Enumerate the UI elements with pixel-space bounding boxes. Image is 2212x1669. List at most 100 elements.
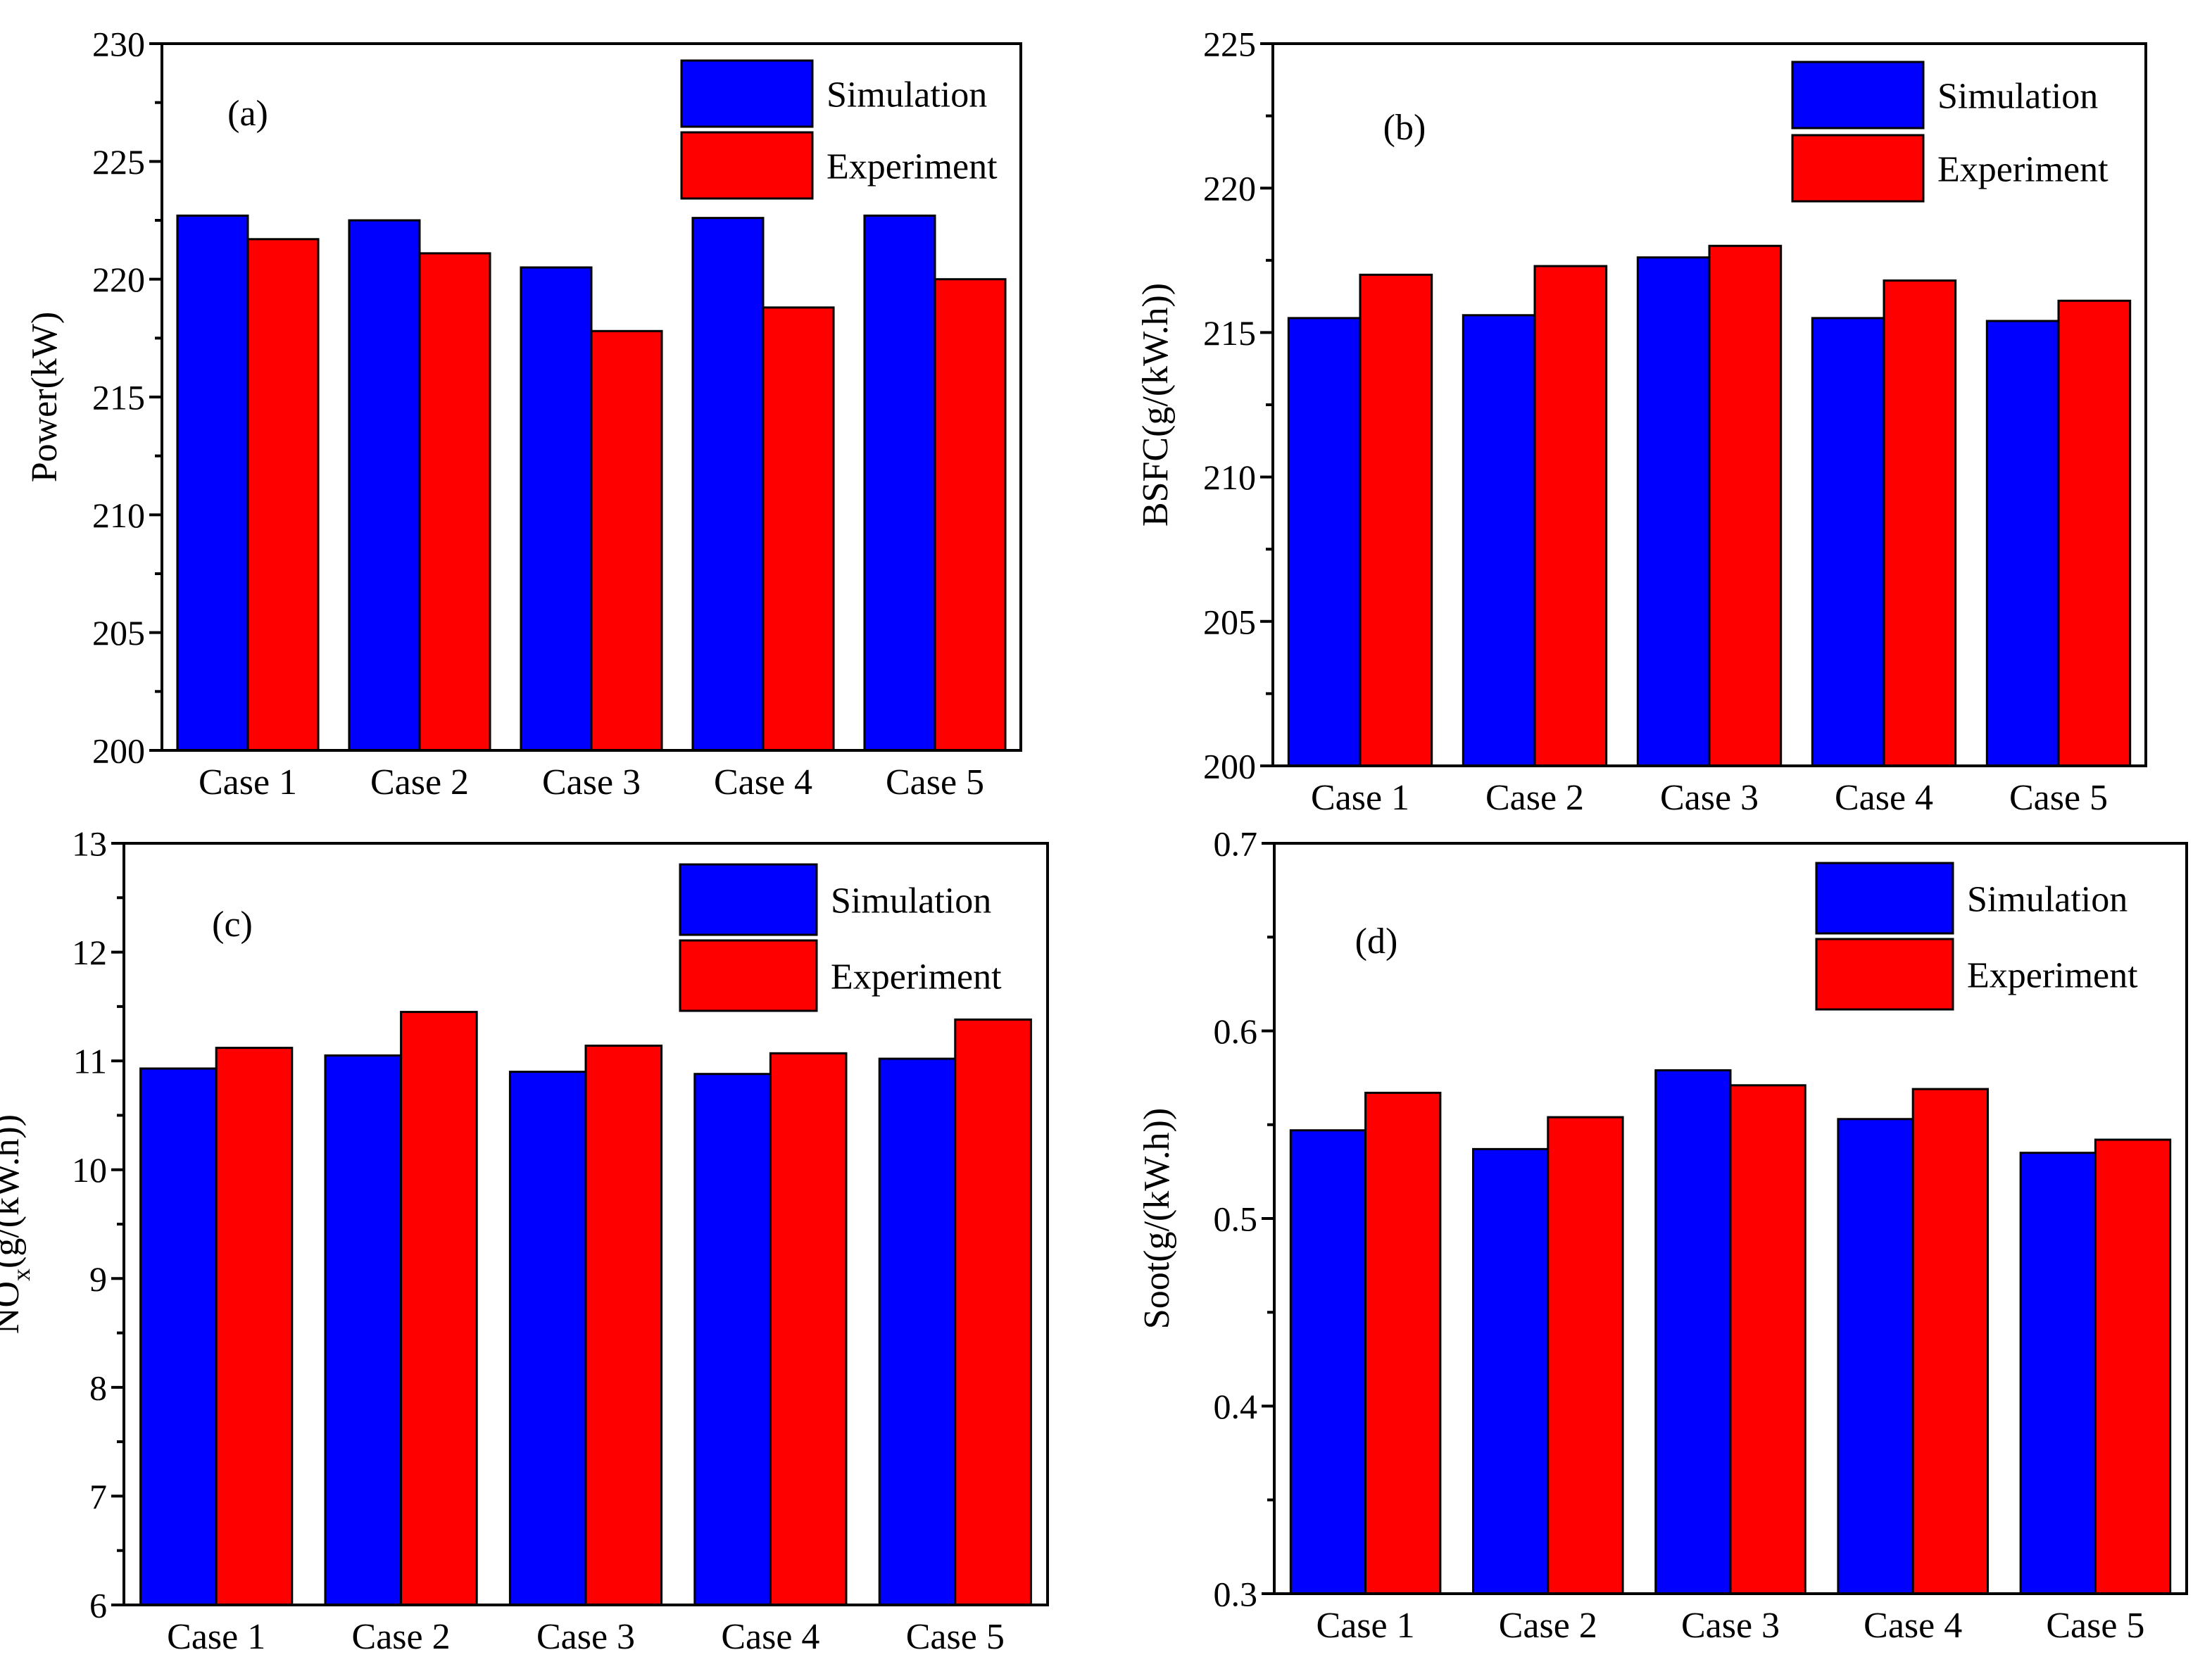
panel-3: 6 7 8 9 10 11 12 13 Case 1 Case 2 Case 3 Case 4 Case… — [0, 824, 1049, 1657]
y-tick-label: 10 — [72, 1150, 107, 1190]
bar-experiment-2 — [418, 252, 491, 752]
bar-simulation-1 — [1289, 1129, 1367, 1595]
bar-experiment-1 — [215, 1047, 294, 1606]
y-tick-label: 200 — [1203, 747, 1256, 786]
bar-experiment-2 — [1533, 265, 1608, 767]
legend-swatch-experiment — [1791, 134, 1925, 203]
bar-simulation-4 — [1837, 1118, 1914, 1595]
bar-experiment-4 — [762, 306, 835, 752]
bar-simulation-1 — [1287, 317, 1362, 767]
bar-simulation-2 — [324, 1054, 403, 1606]
y-axis-label: Soot(g/(kW.h)) — [1137, 1108, 1177, 1329]
bar-experiment-2 — [400, 1011, 478, 1606]
legend-swatch-simulation — [1791, 61, 1925, 130]
bar-simulation-2 — [348, 219, 421, 752]
y-tick-label: 220 — [92, 260, 145, 299]
bar-experiment-5 — [934, 278, 1007, 752]
bar-experiment-1 — [246, 238, 320, 752]
bar-experiment-3 — [1708, 244, 1783, 767]
y-tick-label: 7 — [89, 1477, 107, 1516]
bar-simulation-4 — [693, 1073, 772, 1606]
bar-simulation-3 — [1636, 256, 1711, 767]
y-tick-label: 6 — [89, 1586, 107, 1625]
panel-label: (a) — [227, 94, 268, 134]
x-tick-label: Case 4 — [1835, 778, 1933, 818]
legend-swatch-experiment — [680, 131, 814, 200]
bar-simulation-1 — [139, 1067, 218, 1606]
bar-experiment-3 — [584, 1045, 663, 1606]
legend-label-experiment: Experiment — [1967, 956, 2138, 996]
x-tick-label: Case 4 — [721, 1617, 819, 1657]
x-tick-label: Case 1 — [199, 762, 297, 802]
panel-label: (b) — [1383, 108, 1426, 148]
panel-label: (c) — [212, 905, 253, 945]
bar-simulation-4 — [691, 217, 765, 752]
bar-experiment-1 — [1364, 1091, 1442, 1595]
bar-experiment-2 — [1547, 1116, 1624, 1595]
bar-simulation-2 — [1462, 314, 1536, 767]
y-tick-label: 205 — [1203, 602, 1256, 641]
x-tick-label: Case 5 — [2046, 1606, 2144, 1646]
legend-label-experiment: Experiment — [827, 147, 998, 187]
bar-simulation-5 — [2019, 1152, 2097, 1595]
bar-simulation-4 — [1811, 317, 1885, 767]
legend-swatch-experiment — [1815, 938, 1954, 1011]
x-tick-label: Case 2 — [1499, 1606, 1597, 1646]
legend-swatch-simulation — [1815, 862, 1954, 935]
bar-simulation-5 — [878, 1057, 957, 1606]
bar-experiment-4 — [1883, 279, 1957, 767]
bar-simulation-3 — [1654, 1069, 1732, 1595]
y-axis-label-tail: (g/(kW.h)) — [0, 1114, 27, 1268]
x-tick-label: Case 5 — [2009, 778, 2108, 818]
y-tick-label: 215 — [1203, 313, 1256, 353]
legend-swatch-simulation — [679, 863, 818, 936]
y-tick-label: 13 — [72, 824, 107, 864]
bar-experiment-5 — [2094, 1138, 2172, 1595]
x-tick-label: Case 1 — [1311, 778, 1409, 818]
bar-experiment-1 — [1359, 273, 1433, 767]
x-tick-label: Case 3 — [1681, 1606, 1780, 1646]
y-tick-label: 200 — [92, 731, 145, 771]
bar-simulation-2 — [1472, 1147, 1550, 1595]
x-tick-label: Case 3 — [536, 1617, 635, 1657]
legend-label-simulation: Simulation — [827, 75, 987, 115]
legend-label-experiment: Experiment — [831, 957, 1002, 997]
x-tick-label: Case 2 — [1485, 778, 1584, 818]
y-tick-label: 0.3 — [1214, 1575, 1258, 1614]
x-tick-label: Case 1 — [1316, 1606, 1415, 1646]
x-tick-label: Case 4 — [714, 762, 812, 802]
y-axis-label-sub: x — [7, 1268, 35, 1281]
legend-label-experiment: Experiment — [1937, 150, 2109, 190]
y-tick-label: 220 — [1203, 169, 1256, 208]
bar-simulation-3 — [520, 266, 593, 752]
legend-label-simulation: Simulation — [1967, 880, 2128, 920]
bar-simulation-5 — [863, 214, 936, 752]
x-tick-label: Case 3 — [1660, 778, 1759, 818]
y-tick-label: 210 — [1203, 458, 1256, 497]
legend-swatch-experiment — [679, 939, 818, 1012]
y-tick-label: 0.7 — [1214, 824, 1258, 864]
bar-experiment-5 — [2057, 299, 2132, 767]
y-tick-label: 12 — [72, 933, 107, 972]
bar-simulation-3 — [508, 1071, 587, 1606]
legend-label-simulation: Simulation — [1937, 77, 2098, 117]
bar-simulation-1 — [176, 214, 249, 752]
panel-label: (d) — [1355, 921, 1398, 962]
panel-2: 200 205 210 215 220 225 Case 1 Case 2 Case 3 Case… — [1136, 25, 2147, 818]
y-tick-label: 225 — [1203, 25, 1256, 64]
y-tick-label: 8 — [89, 1368, 107, 1407]
y-axis-label: BSFC(g/(kW.h)) — [1136, 283, 1176, 527]
bar-experiment-4 — [769, 1052, 848, 1606]
panel-4: 0.3 0.4 0.5 0.6 0.7 Case 1 Case 2 Case 3 Case 4 C… — [1137, 824, 2188, 1646]
bar-simulation-5 — [1985, 320, 2060, 767]
legend-swatch-simulation — [680, 59, 814, 128]
y-tick-label: 0.5 — [1214, 1199, 1258, 1239]
y-tick-label: 0.4 — [1214, 1387, 1258, 1426]
x-tick-label: Case 1 — [167, 1617, 265, 1657]
bar-experiment-3 — [1729, 1084, 1806, 1595]
panel-1: 200 205 210 215 220 225 230 Case 1 Case 2 Case 3 C… — [25, 25, 1022, 802]
y-tick-label: 0.6 — [1214, 1012, 1258, 1051]
y-axis-label-main: NO — [0, 1281, 27, 1334]
y-tick-label: 205 — [92, 613, 145, 653]
